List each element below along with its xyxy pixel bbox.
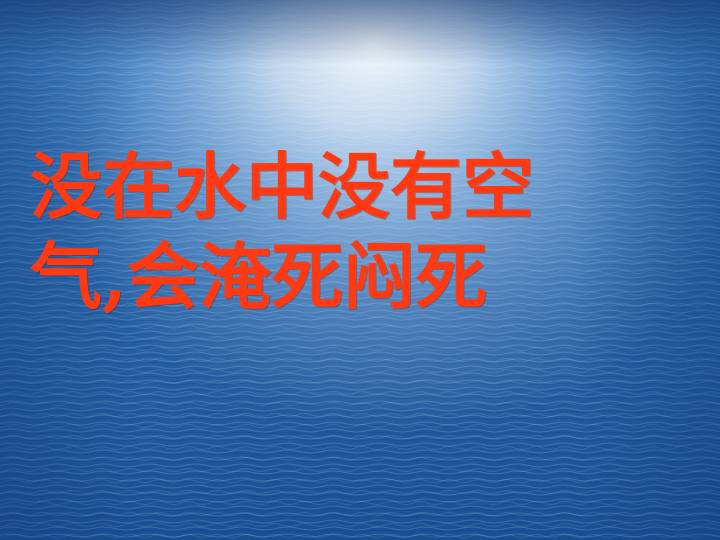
headline-line-2: 气,会淹死闷死 xyxy=(30,234,488,319)
headline-line-1: 没在水中没有空 xyxy=(30,144,535,229)
headline-text: 没在水中没有空 气,会淹死闷死 xyxy=(30,142,630,322)
